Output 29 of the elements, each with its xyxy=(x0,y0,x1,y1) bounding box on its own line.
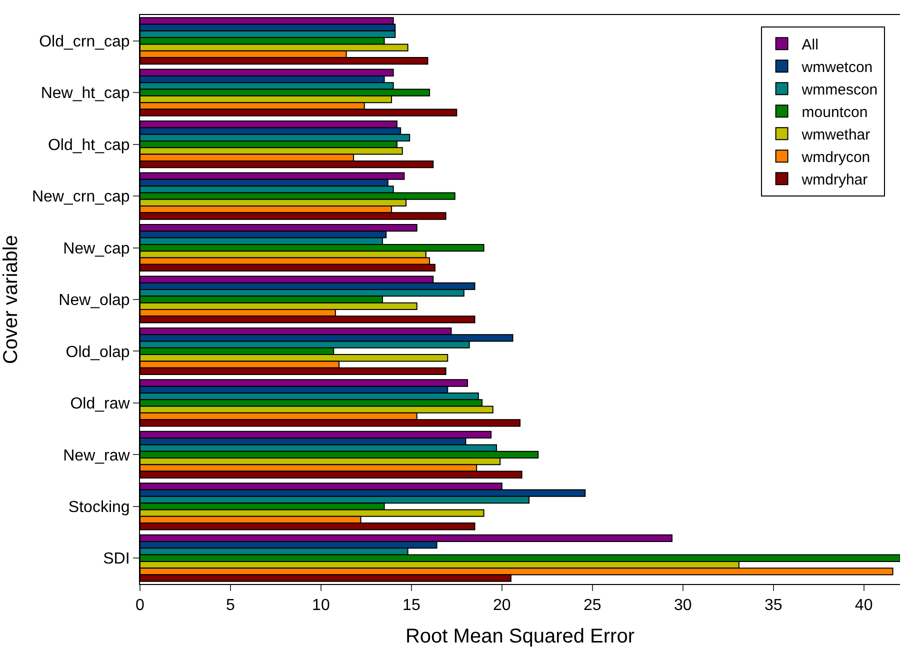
x-tick-label: 5 xyxy=(226,597,236,614)
y-axis-title: Cover variable xyxy=(0,235,22,364)
x-axis-title: Root Mean Squared Error xyxy=(405,626,635,648)
x-tick-label: 10 xyxy=(312,597,330,614)
y-tick-label: Old_ht_cap xyxy=(48,136,130,154)
legend-label: wmmescon xyxy=(800,81,878,98)
y-tick-label: SDI xyxy=(103,550,130,568)
legend-label: wmdryhar xyxy=(800,171,868,188)
x-tick-label: 40 xyxy=(854,597,873,614)
x-tick-label: 25 xyxy=(583,597,602,614)
y-tick-label: Old_crn_cap xyxy=(39,33,130,50)
legend-label: wmwetcon xyxy=(800,58,873,76)
y-tick-label: New_olap xyxy=(58,292,130,310)
legend-label: All xyxy=(802,36,818,54)
y-tick-label: New_ht_cap xyxy=(40,85,130,102)
y-tick-label: Old_raw xyxy=(70,396,130,413)
legend-label: wmwethar xyxy=(800,126,870,144)
y-tick-label: New_crn_cap xyxy=(32,188,130,206)
x-tick-label: 0 xyxy=(136,597,145,614)
y-tick-label: New_cap xyxy=(63,240,130,258)
legend-label: mountcon xyxy=(802,104,868,121)
y-tick-label: New_raw xyxy=(63,447,130,464)
x-tick-label: 35 xyxy=(764,597,782,614)
x-tick-label: 15 xyxy=(402,597,420,614)
y-tick-label: Stocking xyxy=(68,499,130,516)
legend-label: wmdrycon xyxy=(800,148,870,166)
y-tick-label: Old_olap xyxy=(66,344,130,361)
x-tick-label: 20 xyxy=(493,597,511,614)
x-tick-label: 30 xyxy=(674,597,692,614)
